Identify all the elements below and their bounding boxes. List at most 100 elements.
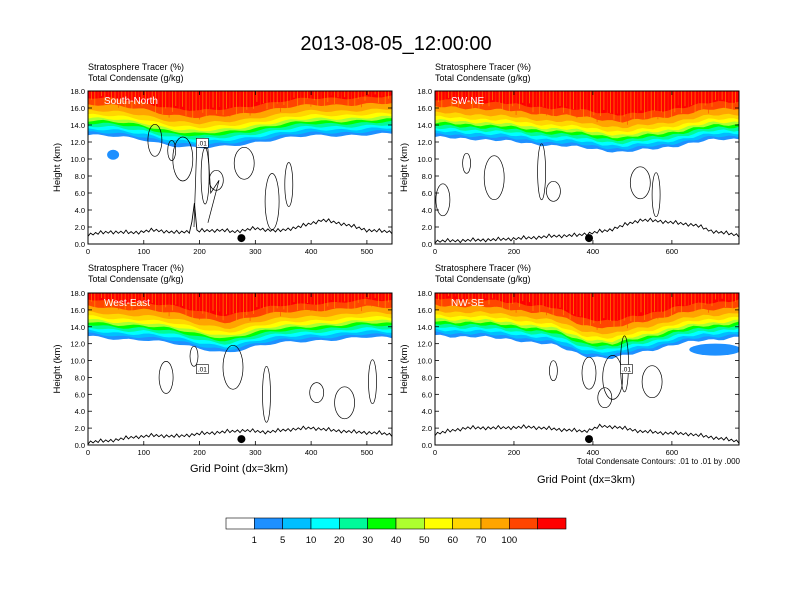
y-tick-label: 12.0 xyxy=(70,340,85,349)
panel-header-contour: Total Condensate (g/kg) xyxy=(435,73,531,83)
y-tick-label: 6.0 xyxy=(75,390,85,399)
y-axis-label: Height (km) xyxy=(399,344,410,393)
x-tick-label: 500 xyxy=(361,448,374,457)
y-tick-label: 14.0 xyxy=(417,323,432,332)
condensate-contour xyxy=(222,344,244,390)
tracer-patch xyxy=(689,343,739,356)
plot-frame xyxy=(87,292,393,446)
colorbar-swatch xyxy=(509,517,538,530)
condensate-contour xyxy=(309,382,325,403)
condensate-contour xyxy=(651,172,661,218)
condensate-contour xyxy=(462,152,471,174)
y-tick-label: 10.0 xyxy=(70,155,85,164)
plot-area: .01 xyxy=(435,293,739,445)
condensate-contour xyxy=(602,355,624,400)
condensate-contour xyxy=(537,143,546,201)
y-tick-label: 14.0 xyxy=(70,323,85,332)
y-tick-label: 8.0 xyxy=(75,172,85,181)
terrain-line xyxy=(88,203,392,237)
condensate-contour xyxy=(167,140,177,161)
contour-note: Total Condensate Contours: .01 to .01 by… xyxy=(577,457,741,466)
panel-label: West-East xyxy=(104,298,150,309)
condensate-contour xyxy=(368,359,377,405)
condensate-contour xyxy=(262,365,271,423)
condensate-contour xyxy=(629,166,651,200)
colorbar-label: 100 xyxy=(501,535,517,546)
condensate-contour xyxy=(334,386,355,420)
panel-west-east: Stratosphere Tracer (%) Total Condensate… xyxy=(52,263,393,457)
y-axis-label: Height (km) xyxy=(52,344,63,393)
x-tick-label: 400 xyxy=(305,448,318,457)
contour-label: .01 xyxy=(198,140,207,147)
y-tick-label: 6.0 xyxy=(422,189,432,198)
x-tick-label: 400 xyxy=(587,448,600,457)
colorbar-swatch xyxy=(367,517,397,530)
panel-label: NW-SE xyxy=(451,298,484,309)
condensate-contour xyxy=(483,155,505,201)
y-tick-label: 12.0 xyxy=(417,138,432,147)
panel-label: SW-NE xyxy=(451,96,484,107)
panel-sw-ne: Stratosphere Tracer (%) Total Condensate… xyxy=(399,62,740,256)
condensate-contour xyxy=(172,136,194,182)
y-tick-label: 2.0 xyxy=(422,424,432,433)
plot-area: .01 xyxy=(88,293,392,445)
x-tick-label: 0 xyxy=(86,247,90,256)
x-tick-label: 0 xyxy=(86,448,90,457)
colorbar-swatch xyxy=(339,517,368,530)
condensate-contour xyxy=(284,162,294,207)
y-tick-label: 0.0 xyxy=(75,441,85,450)
condensate-contour xyxy=(581,356,597,390)
y-tick-label: 14.0 xyxy=(417,121,432,130)
colorbar-swatch xyxy=(480,517,510,530)
contour-label: .01 xyxy=(622,367,631,374)
y-tick-label: 4.0 xyxy=(422,407,432,416)
x-tick-label: 600 xyxy=(666,448,679,457)
colorbar-swatch xyxy=(537,517,567,530)
y-tick-label: 8.0 xyxy=(422,373,432,382)
panel-header-contour: Total Condensate (g/kg) xyxy=(435,274,531,284)
y-tick-label: 14.0 xyxy=(70,121,85,130)
condensate-contour xyxy=(193,144,220,228)
y-tick-label: 0.0 xyxy=(75,240,85,249)
y-axis-label: Height (km) xyxy=(52,143,63,192)
colorbar-swatch xyxy=(310,517,340,530)
location-marker xyxy=(585,435,593,444)
panel-header-fill: Stratosphere Tracer (%) xyxy=(435,263,531,273)
condensate-contour xyxy=(597,387,613,409)
x-tick-label: 0 xyxy=(433,448,437,457)
x-axis-label-right: Grid Point (dx=3km) xyxy=(537,474,635,486)
location-marker xyxy=(585,234,593,243)
y-tick-label: 18.0 xyxy=(417,289,432,298)
condensate-contour xyxy=(147,123,163,157)
y-tick-label: 18.0 xyxy=(417,87,432,96)
colorbar-swatch xyxy=(225,517,255,530)
contour-label-box xyxy=(196,138,209,148)
colorbar-label: 50 xyxy=(419,535,430,546)
x-tick-label: 100 xyxy=(138,247,151,256)
x-tick-label: 300 xyxy=(249,247,262,256)
condensate-contour xyxy=(435,183,451,217)
terrain-line xyxy=(435,423,739,444)
contour-label-box xyxy=(620,364,633,374)
colorbar-swatch xyxy=(452,517,482,530)
y-tick-label: 4.0 xyxy=(75,407,85,416)
x-tick-label: 200 xyxy=(193,448,206,457)
panel-nw-se: Stratosphere Tracer (%) Total Condensate… xyxy=(399,263,740,457)
condensate-contour xyxy=(233,146,255,180)
colorbar-label: 60 xyxy=(447,535,458,546)
y-tick-label: 16.0 xyxy=(70,104,85,113)
y-tick-label: 12.0 xyxy=(70,138,85,147)
plot-frame xyxy=(87,90,393,245)
y-tick-label: 8.0 xyxy=(75,373,85,382)
y-tick-label: 6.0 xyxy=(75,189,85,198)
location-marker xyxy=(237,234,246,243)
condensate-contour xyxy=(158,361,174,394)
contour-label: .01 xyxy=(198,367,207,374)
terrain-line xyxy=(88,425,392,445)
y-tick-label: 10.0 xyxy=(70,357,85,366)
contour-label-box xyxy=(196,364,209,374)
y-tick-label: 16.0 xyxy=(70,306,85,315)
panel-header-contour: Total Condensate (g/kg) xyxy=(88,274,184,284)
figure-title: 2013-08-05_12:00:00 xyxy=(300,33,491,55)
